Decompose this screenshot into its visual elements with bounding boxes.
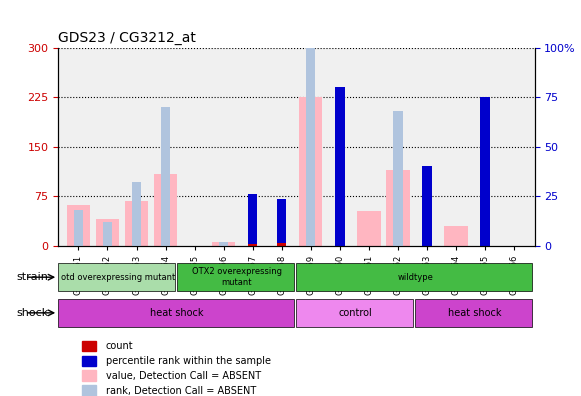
Text: heat shock: heat shock — [150, 308, 204, 318]
Bar — [480, 97, 490, 246]
Text: GDS23 / CG3212_at: GDS23 / CG3212_at — [58, 31, 196, 45]
Bar — [154, 174, 177, 246]
Bar — [67, 205, 90, 246]
Text: strain: strain — [17, 272, 49, 282]
Bar — [335, 153, 345, 246]
Bar — [125, 201, 148, 246]
Bar — [82, 371, 96, 381]
FancyBboxPatch shape — [58, 263, 175, 291]
Bar — [393, 111, 403, 246]
FancyBboxPatch shape — [177, 263, 294, 291]
Text: heat shock: heat shock — [448, 308, 502, 318]
Text: shock: shock — [16, 308, 49, 318]
FancyBboxPatch shape — [296, 263, 532, 291]
Text: rank, Detection Call = ABSENT: rank, Detection Call = ABSENT — [106, 386, 256, 396]
Bar — [132, 182, 141, 246]
Bar — [161, 107, 170, 246]
Bar — [444, 226, 468, 246]
Bar — [386, 169, 410, 246]
FancyBboxPatch shape — [58, 299, 294, 327]
Bar — [480, 151, 490, 246]
Bar — [248, 194, 257, 244]
FancyBboxPatch shape — [415, 299, 532, 327]
Bar — [277, 199, 286, 246]
Bar — [103, 222, 112, 246]
Bar — [96, 219, 119, 246]
Text: wildtype: wildtype — [397, 273, 433, 282]
Text: count: count — [106, 341, 134, 351]
Text: value, Detection Call = ABSENT: value, Detection Call = ABSENT — [106, 371, 261, 381]
Text: OTX2 overexpressing
mutant: OTX2 overexpressing mutant — [192, 268, 282, 287]
Bar — [82, 341, 96, 352]
Bar — [277, 199, 286, 243]
Bar — [422, 166, 432, 246]
Bar — [74, 210, 83, 246]
FancyBboxPatch shape — [296, 299, 413, 327]
Bar — [82, 356, 96, 366]
Bar — [248, 194, 257, 246]
Bar — [306, 0, 315, 246]
Bar — [422, 187, 432, 246]
Bar — [219, 242, 228, 246]
Text: control: control — [339, 308, 373, 318]
Bar — [212, 242, 235, 246]
Bar — [299, 97, 322, 246]
Text: otd overexpressing mutant: otd overexpressing mutant — [60, 273, 175, 282]
Bar — [82, 385, 96, 396]
Text: percentile rank within the sample: percentile rank within the sample — [106, 356, 271, 366]
Bar — [357, 211, 381, 246]
Bar — [335, 87, 345, 246]
